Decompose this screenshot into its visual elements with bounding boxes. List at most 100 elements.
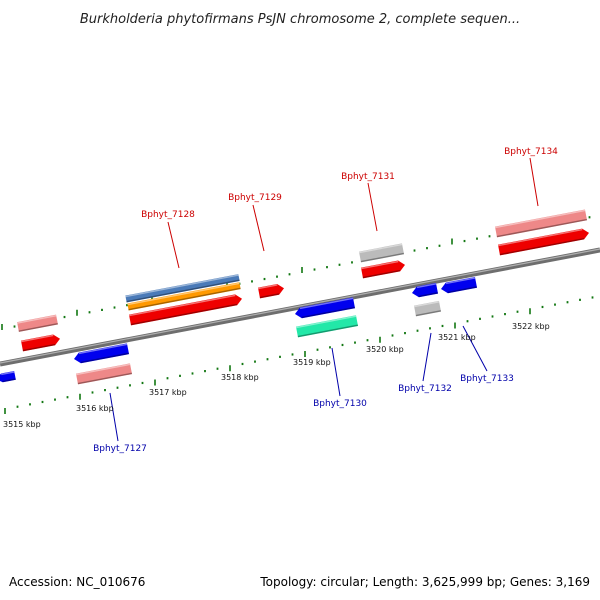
gene-bar-7130-blue-shine — [299, 297, 354, 310]
gene-bar-7134-pink[interactable] — [494, 209, 588, 238]
gene-bar-left-blue[interactable] — [0, 370, 16, 383]
gene-label-bphyt_7133[interactable]: Bphyt_7133 — [460, 374, 514, 384]
gene-bar-7131-red[interactable] — [360, 259, 406, 279]
tick-label: 3517 kbp — [149, 388, 187, 397]
gene-label-bphyt_7128[interactable]: Bphyt_7128 — [141, 210, 195, 220]
gene-bar-7133-blue-shine — [445, 277, 476, 285]
accession-text: Accession: NC_010676 — [9, 575, 145, 589]
gene-leader-lines — [109, 157, 539, 442]
gene-bar-7128-red[interactable] — [128, 293, 243, 326]
tick-label-group: 3515 kbp 3516 kbp 3517 kbp 3518 kbp 3519 kbp… — [3, 322, 550, 429]
gene-bar-7129-red-shape — [257, 283, 284, 299]
gene-bar-7131-gray[interactable] — [358, 243, 405, 263]
gene-label-bphyt_7134[interactable]: Bphyt_7134 — [504, 147, 558, 157]
gene-bar-7133-blue-shade — [447, 286, 478, 294]
feature-track — [0, 209, 590, 385]
gene-bar-7127-pink-shape — [75, 363, 133, 385]
gene-bar-7132-gray-shape — [413, 300, 442, 317]
gene-bar-7128-steel-shade — [126, 279, 240, 303]
gene-bar-left-pink[interactable] — [17, 314, 58, 332]
gene-bar-7134-pink-shape — [494, 209, 588, 238]
tick-label: 3518 kbp — [221, 373, 259, 382]
gene-bar-left-red-shape — [20, 334, 60, 352]
gene-label-bphyt_7129[interactable]: Bphyt_7129 — [228, 193, 282, 203]
leader-line-bphyt_7128 — [167, 221, 180, 269]
gene-bar-7128-steel-shine — [125, 274, 239, 298]
tick-label: 3516 kbp — [76, 404, 114, 413]
gene-bar-7130-blue-shape — [295, 297, 356, 319]
gene-bar-7127-pink-shade — [77, 372, 133, 385]
gene-bar-7132-blue-shape — [412, 282, 439, 298]
leader-line-bphyt_7134 — [529, 157, 539, 207]
gene-label-bphyt_7130[interactable]: Bphyt_7130 — [313, 399, 367, 409]
gene-bar-7132-blue-shine — [416, 283, 437, 289]
gene-bar-7128-steel-shape — [125, 274, 240, 303]
gene-bar-7131-gray-shine — [359, 243, 403, 254]
gene-bar-left-pink-shape — [17, 314, 58, 332]
gene-bar-7130-teal-shine — [296, 315, 357, 329]
gene-bar-7133-blue[interactable] — [440, 276, 478, 294]
gene-bar-7128-red-shade — [130, 303, 238, 326]
gene-bar-7127-pink[interactable] — [75, 363, 133, 385]
gene-bar-left-blue-shine — [1, 371, 15, 376]
tick-label: 3522 kbp — [512, 322, 550, 331]
gene-bar-7128-steel[interactable] — [125, 274, 240, 303]
gene-bar-7134-red[interactable] — [497, 227, 590, 256]
gene-bar-7128-orange-shine — [127, 282, 240, 306]
gene-bar-7130-teal-shade — [297, 324, 359, 338]
gene-bar-7134-red-shape — [497, 228, 590, 256]
gene-bar-7134-pink-shade — [496, 218, 588, 238]
gene-bar-7132-blue[interactable] — [411, 282, 439, 299]
gene-bar-7128-orange-shade — [128, 287, 241, 311]
gene-bar-7129-red[interactable] — [257, 283, 285, 299]
gene-label-bphyt_7132[interactable]: Bphyt_7132 — [398, 384, 452, 394]
gene-bar-7132-gray-shade — [415, 310, 442, 317]
gene-bar-left-pink-shade — [18, 323, 58, 332]
leader-line-bphyt_7132 — [422, 332, 432, 382]
tick-label: 3519 kbp — [293, 358, 331, 367]
gene-bar-7134-red-shine — [498, 228, 583, 247]
gene-bar-7127-blue-shade — [80, 352, 130, 364]
gene-bar-7133-blue-shape — [441, 276, 478, 294]
tick-label: 3521 kbp — [438, 333, 476, 342]
gene-bar-7132-gray-shine — [414, 301, 440, 308]
gene-bar-7127-blue-shine — [78, 343, 128, 355]
leader-line-bphyt_7133 — [462, 325, 488, 372]
gene-bar-7131-red-shine — [361, 260, 399, 270]
tick-label: 3515 kbp — [3, 420, 41, 429]
gene-bar-7134-pink-shine — [495, 209, 586, 229]
gene-bar-7131-red-shade — [362, 269, 401, 279]
gene-bar-left-red[interactable] — [20, 333, 61, 352]
gene-bar-7132-gray[interactable] — [413, 300, 442, 317]
tick-label: 3520 kbp — [366, 345, 404, 354]
gene-bar-7130-teal[interactable] — [295, 315, 359, 338]
gene-bar-7127-pink-shine — [76, 363, 131, 376]
gene-bar-7131-red-shape — [360, 260, 406, 279]
gene-bar-7127-blue-shape — [74, 343, 130, 364]
gene-label-bphyt_7131[interactable]: Bphyt_7131 — [341, 172, 395, 182]
leader-line-bphyt_7130 — [331, 347, 341, 397]
gene-bar-left-blue-shape — [0, 370, 16, 383]
gene-bar-7131-gray-shade — [360, 252, 405, 263]
leader-line-bphyt_7131 — [367, 182, 378, 232]
gene-bar-7132-blue-shade — [418, 292, 439, 298]
gene-bar-7128-red-shape — [128, 294, 243, 326]
gene-bar-7128-orange-shape — [127, 282, 241, 311]
gene-bar-7127-blue[interactable] — [73, 343, 130, 364]
gene-bar-7129-red-shade — [259, 293, 280, 299]
gene-label-bphyt_7127[interactable]: Bphyt_7127 — [93, 444, 147, 454]
gene-bar-left-red-shade — [22, 343, 56, 352]
leader-line-bphyt_7127 — [109, 392, 119, 442]
gene-bar-left-blue-shade — [2, 378, 16, 383]
gene-bar-left-red-shine — [21, 334, 54, 343]
gene-bar-7130-blue[interactable] — [294, 297, 356, 319]
gene-bar-7128-red-shine — [129, 294, 236, 317]
gene-bar-7130-blue-shade — [301, 306, 356, 319]
gene-bar-7129-red-shine — [258, 284, 278, 290]
gene-bar-7134-red-shade — [499, 237, 585, 256]
leader-line-bphyt_7129 — [252, 204, 265, 252]
gene-bar-7128-orange[interactable] — [127, 282, 241, 311]
gene-label-group: Bphyt_7127 Bphyt_7128 Bphyt_7129 Bphyt_7130… — [93, 147, 558, 454]
topology-text: Topology: circular; Length: 3,625,999 bp… — [259, 575, 590, 589]
